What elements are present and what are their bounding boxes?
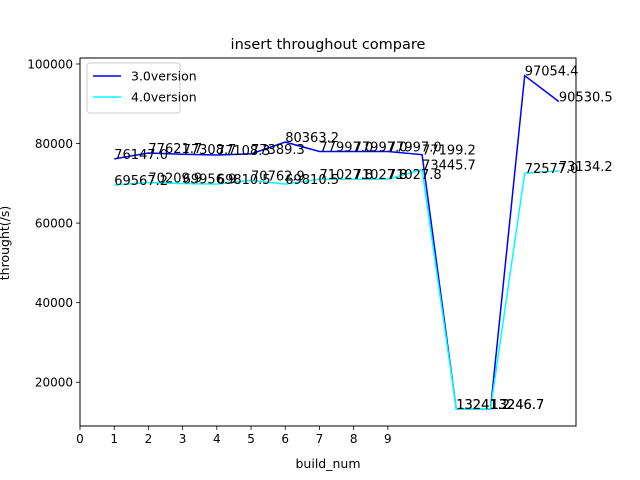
data-label: 77997.0 [354,141,408,156]
data-label: 13246.7 [490,398,544,413]
y-tick-label: 40000 [35,296,73,310]
legend: 3.0version 4.0version [86,62,197,114]
x-tick-label: 1 [110,432,118,446]
data-label: 71027.8 [354,168,408,183]
data-label: 77308.7 [183,143,237,158]
data-label: 73445.7 [422,159,476,174]
data-label: 71027.8 [319,168,373,183]
x-axis-label: build_num [295,456,360,471]
axes-layer: 0 1 2 3 4 5 6 7 8 9 20000 40000 60000 80000 100000 [27,57,577,446]
data-label: 80363.2 [285,131,339,146]
data-label: 77199.2 [422,144,476,159]
data-label: 69810.5 [217,173,271,188]
chart-title: insert throughout compare [231,37,426,53]
data-label: 69567.2 [114,174,168,189]
series-line-4-0version [114,168,559,410]
x-tick-label: 7 [316,432,324,446]
data-label: 70209.9 [148,171,202,186]
series-line-3-0version [114,74,560,410]
data-label: 77997.0 [388,141,442,156]
data-label: 71027.8 [388,168,442,183]
y-tick-label: 60000 [35,217,73,231]
y-axis-label: throught(/s) [0,206,12,281]
x-tick-label: 4 [213,432,221,446]
data-label: 77621.7 [148,142,202,157]
x-tick-label: 9 [384,432,392,446]
x-tick-label: 5 [247,432,255,446]
data-label: 77389.3 [251,143,305,158]
x-tick-label: 3 [179,432,187,446]
legend-label-3-0version: 3.0version [131,69,197,84]
data-label: 72577.0 [525,162,579,177]
y-tick-label: 80000 [35,137,73,151]
data-label: 90530.5 [559,91,613,106]
y-tick-label: 100000 [27,57,73,71]
plot-frame [79,57,577,427]
x-tick-label: 6 [281,432,289,446]
x-tick-label: 2 [145,432,153,446]
data-label: 69956.9 [183,172,237,187]
x-tick-label: 0 [76,432,84,446]
data-label: 97054.4 [525,65,579,80]
data-label: 13246.7 [490,398,544,413]
data-label: 73134.2 [559,160,613,175]
data-label: 69810.5 [285,173,339,188]
data-label: 77997.0 [319,141,373,156]
data-label: 76147.0 [114,148,168,163]
data-label: 13241.2 [456,398,510,413]
x-tick-label: 8 [350,432,358,446]
data-label: 77108.3 [217,144,271,159]
legend-label-4-0version: 4.0version [131,90,197,105]
y-tick-label: 20000 [35,376,73,390]
data-label: 70762.9 [251,169,305,184]
data-label: 13241.2 [456,398,510,413]
series-layer [114,74,560,410]
data-labels-layer: 76147.077621.777308.777108.377389.380363… [114,65,612,413]
